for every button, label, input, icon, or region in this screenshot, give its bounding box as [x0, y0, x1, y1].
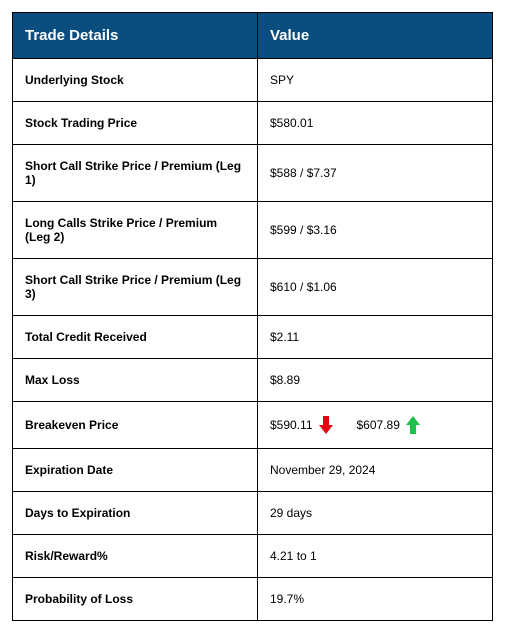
col-header-value: Value: [258, 13, 493, 59]
row-value: 19.7%: [258, 578, 493, 621]
table-row: Total Credit Received $2.11: [13, 316, 493, 359]
table-row: Breakeven Price $590.11 $607.89: [13, 402, 493, 449]
row-value: $580.01: [258, 102, 493, 145]
table-row: Expiration Date November 29, 2024: [13, 449, 493, 492]
table-row: Underlying Stock SPY: [13, 59, 493, 102]
breakeven-high: $607.89: [357, 418, 400, 432]
row-label: Days to Expiration: [13, 492, 258, 535]
row-label: Max Loss: [13, 359, 258, 402]
row-value: $610 / $1.06: [258, 259, 493, 316]
row-value: 29 days: [258, 492, 493, 535]
table-row: Stock Trading Price $580.01: [13, 102, 493, 145]
arrow-down-icon: [319, 416, 333, 434]
row-label: Short Call Strike Price / Premium (Leg 1…: [13, 145, 258, 202]
row-label: Underlying Stock: [13, 59, 258, 102]
row-value: $8.89: [258, 359, 493, 402]
row-label: Expiration Date: [13, 449, 258, 492]
row-value: $2.11: [258, 316, 493, 359]
trade-details-table: Trade Details Value Underlying Stock SPY…: [12, 12, 493, 621]
arrow-up-icon: [406, 416, 420, 434]
breakeven-low: $590.11: [270, 418, 313, 432]
table-row: Probability of Loss 19.7%: [13, 578, 493, 621]
table-row: Long Calls Strike Price / Premium (Leg 2…: [13, 202, 493, 259]
row-value: November 29, 2024: [258, 449, 493, 492]
table-row: Max Loss $8.89: [13, 359, 493, 402]
row-value: SPY: [258, 59, 493, 102]
row-label: Probability of Loss: [13, 578, 258, 621]
row-value: $599 / $3.16: [258, 202, 493, 259]
col-header-trade-details: Trade Details: [13, 13, 258, 59]
row-label: Risk/Reward%: [13, 535, 258, 578]
table-row: Days to Expiration 29 days: [13, 492, 493, 535]
row-label: Long Calls Strike Price / Premium (Leg 2…: [13, 202, 258, 259]
row-value: $588 / $7.37: [258, 145, 493, 202]
row-label: Stock Trading Price: [13, 102, 258, 145]
row-label: Breakeven Price: [13, 402, 258, 449]
row-value-breakeven: $590.11 $607.89: [258, 402, 493, 449]
row-label: Short Call Strike Price / Premium (Leg 3…: [13, 259, 258, 316]
table-row: Short Call Strike Price / Premium (Leg 3…: [13, 259, 493, 316]
row-label: Total Credit Received: [13, 316, 258, 359]
table-row: Risk/Reward% 4.21 to 1: [13, 535, 493, 578]
table-row: Short Call Strike Price / Premium (Leg 1…: [13, 145, 493, 202]
row-value: 4.21 to 1: [258, 535, 493, 578]
